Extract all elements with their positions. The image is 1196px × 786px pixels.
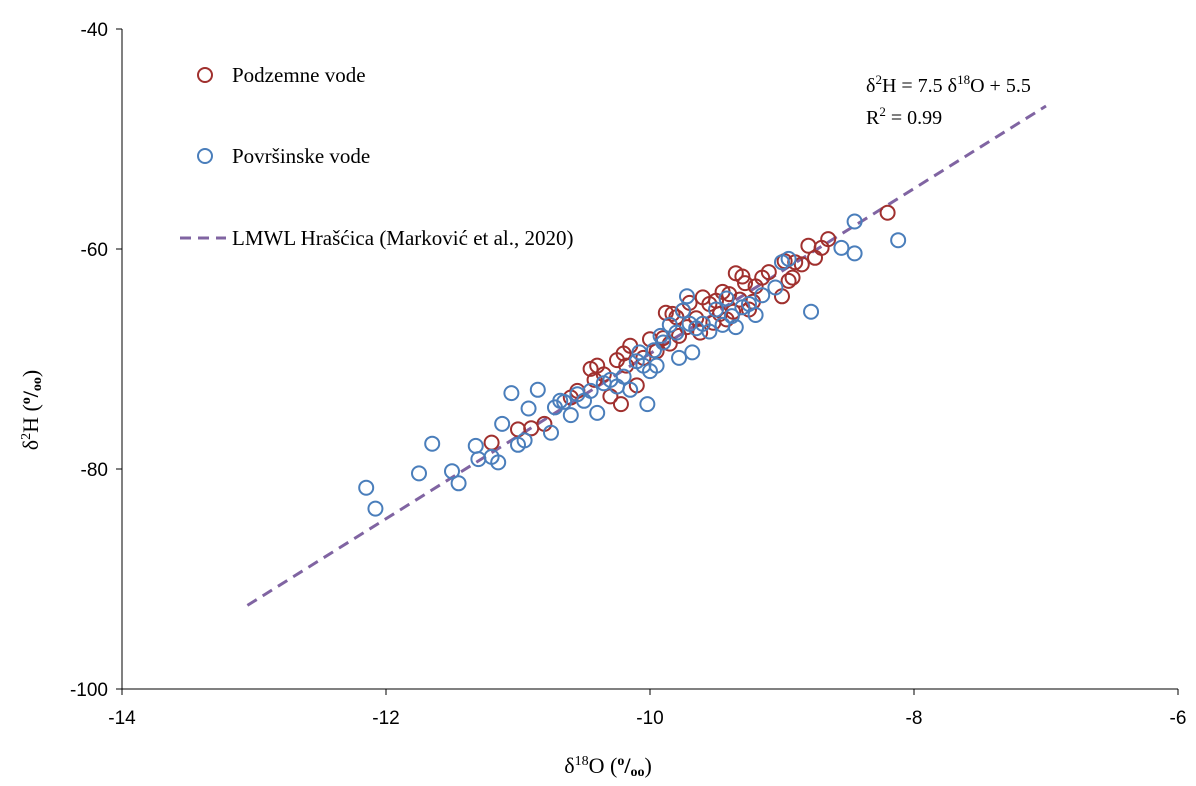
groundwater-point	[586, 371, 603, 388]
surface-point	[543, 424, 559, 441]
surface-point	[467, 437, 484, 454]
surface-point	[582, 382, 599, 399]
legend-label-groundwater: Podzemne vode	[232, 63, 366, 87]
surface-point	[727, 319, 744, 336]
groundwater-point	[800, 237, 817, 254]
surface-point	[615, 368, 632, 385]
groundwater-point	[582, 360, 599, 377]
regression-equation: δ2H = 7.5 δ18O + 5.5	[866, 72, 1031, 97]
legend-label-surface: Površinske vode	[232, 144, 370, 168]
groundwater-point	[780, 272, 797, 289]
y-tick-label: -40	[81, 20, 108, 41]
r-squared-label: R2 = 0.99	[866, 104, 942, 129]
surface-point	[833, 239, 850, 256]
groundwater-point	[807, 249, 823, 266]
x-tick-label: -8	[906, 708, 923, 729]
surface-point	[701, 323, 718, 340]
surface-point	[367, 500, 384, 517]
surface-point	[503, 385, 520, 402]
legend-marker-groundwater	[197, 67, 213, 83]
surface-point	[358, 479, 375, 496]
groundwater-point	[609, 352, 625, 369]
groundwater-point	[820, 231, 837, 248]
surface-point	[846, 213, 863, 230]
groundwater-point	[618, 357, 635, 374]
groundwater-point	[879, 204, 896, 221]
surface-point	[723, 308, 740, 325]
surface-point	[556, 393, 573, 410]
groundwater-point	[692, 324, 709, 341]
surface-point	[780, 250, 797, 267]
groundwater-point	[612, 396, 629, 413]
legend-marker-surface	[197, 148, 213, 164]
surface-point	[424, 435, 441, 452]
surface-point	[668, 324, 685, 341]
groundwater-point	[694, 289, 711, 306]
x-tick-label: -14	[108, 708, 136, 729]
y-tick-label: -100	[70, 680, 108, 701]
surface-point	[803, 303, 820, 320]
surface-point	[678, 288, 695, 305]
groundwater-point	[727, 265, 744, 282]
surface-point	[490, 454, 507, 471]
x-tick-label: -12	[372, 708, 399, 729]
y-tick-label: -60	[81, 240, 108, 261]
x-tick-label: -6	[1170, 708, 1187, 729]
surface-point	[450, 475, 467, 492]
surface-point	[494, 415, 511, 432]
surface-point	[675, 302, 691, 319]
groundwater-point	[793, 256, 810, 273]
surface-point	[718, 290, 735, 307]
surface-point	[767, 279, 784, 296]
groundwater-point	[671, 327, 688, 344]
surface-point	[846, 245, 863, 262]
tick-labels: -14 -12 -10 -8 -6 -100 -80 -60 -40	[70, 20, 1186, 729]
surface-point	[639, 396, 656, 413]
points-layer	[358, 204, 907, 517]
surface-point	[684, 344, 701, 361]
groundwater-point	[664, 305, 681, 322]
x-axis-label: δ18O (o/oo)	[564, 753, 652, 780]
surface-point	[589, 404, 606, 421]
x-tick-label: -10	[636, 708, 663, 729]
legend: Podzemne vode Površinske vode LMWL Hrašć…	[180, 63, 574, 250]
groundwater-point	[483, 434, 500, 451]
y-tick-label: -80	[81, 460, 108, 481]
groundwater-point	[784, 269, 801, 286]
surface-point	[411, 465, 427, 482]
surface-point	[708, 301, 724, 318]
y-axis-label: δ2H (o/oo)	[18, 370, 45, 451]
surface-point	[444, 463, 460, 480]
surface-point	[754, 287, 771, 304]
groundwater-point	[602, 388, 619, 405]
surface-point	[562, 407, 579, 424]
surface-point	[648, 357, 665, 374]
surface-point	[516, 432, 533, 449]
surface-point	[747, 307, 764, 323]
surface-point	[622, 381, 639, 398]
surface-point	[529, 381, 546, 398]
surface-point	[655, 334, 672, 351]
legend-label-lmwl: LMWL Hrašćica (Marković et al., 2020)	[232, 226, 574, 250]
surface-point	[890, 232, 907, 249]
surface-point	[520, 400, 537, 417]
ticks	[116, 28, 1179, 695]
surface-point	[645, 342, 662, 359]
surface-point	[671, 349, 688, 366]
